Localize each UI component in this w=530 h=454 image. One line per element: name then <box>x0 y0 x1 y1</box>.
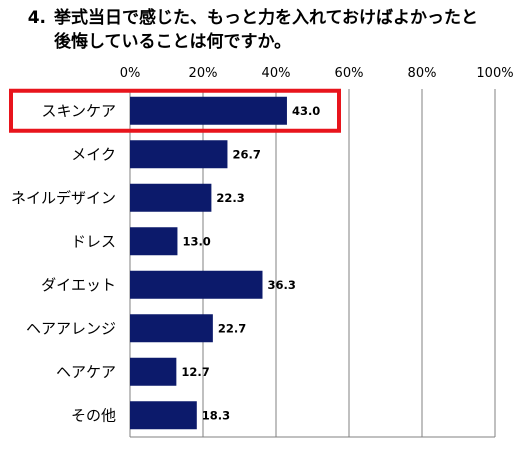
data-label: 18.3 <box>202 408 230 422</box>
data-label: 22.3 <box>216 191 244 205</box>
category-label: その他 <box>71 406 116 424</box>
category-label: ヘアケア <box>56 363 116 381</box>
bar <box>130 270 263 299</box>
category-label: ダイエット <box>41 276 116 294</box>
category-label: ネイルデザイン <box>11 189 116 207</box>
bar <box>130 357 177 386</box>
data-label: 36.3 <box>267 278 295 292</box>
bar <box>130 227 178 256</box>
x-tick-label: 100% <box>476 66 513 81</box>
x-tick-label: 0% <box>120 66 141 81</box>
chart-title: 4. 挙式当日で感じた、もっと力を入れておけばよかったと 後悔していることは何です… <box>8 6 523 54</box>
data-label: 43.0 <box>292 104 320 118</box>
x-tick-label: 60% <box>335 66 364 81</box>
x-tick-label: 40% <box>262 66 291 81</box>
category-label: ヘアアレンジ <box>26 319 116 337</box>
data-label: 22.7 <box>218 321 246 335</box>
bar <box>130 401 197 430</box>
title-line-2: 後悔していることは何ですか。 <box>54 32 292 52</box>
title-line-1: 挙式当日で感じた、もっと力を入れておけばよかったと <box>54 8 478 28</box>
data-label: 13.0 <box>182 234 210 248</box>
category-label: スキンケア <box>41 102 116 120</box>
highlight-box <box>9 88 341 133</box>
bar <box>130 314 213 343</box>
category-label: メイク <box>71 145 116 163</box>
data-label: 12.7 <box>181 365 209 379</box>
bar <box>130 96 287 125</box>
category-label: ドレス <box>71 232 116 250</box>
question-number: 4. <box>27 8 46 28</box>
bar <box>130 183 212 212</box>
x-tick-label: 20% <box>189 66 218 81</box>
x-tick-label: 80% <box>408 66 437 81</box>
bar <box>130 140 228 169</box>
data-label: 26.7 <box>232 147 260 161</box>
